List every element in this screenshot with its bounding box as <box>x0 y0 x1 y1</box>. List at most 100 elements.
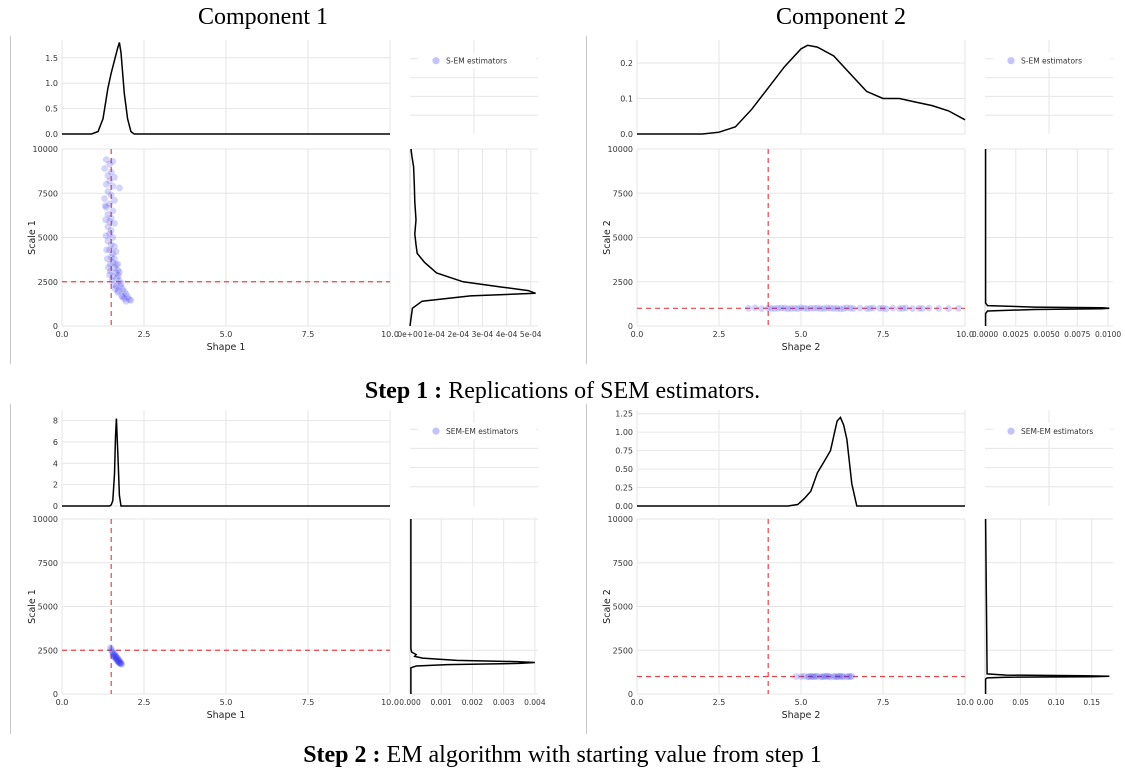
right-x-tick-label: 0.0025 <box>1003 330 1029 339</box>
legend-label: SEM-EM estimators <box>1021 427 1093 436</box>
right-x-tick-label: 0.003 <box>493 698 515 707</box>
top-y-tick-label: 2 <box>53 481 58 490</box>
right-x-tick-label: 0.10 <box>1048 698 1065 707</box>
x-tick-label: 0.0 <box>56 698 69 707</box>
data-point <box>775 305 782 312</box>
data-point <box>101 195 108 202</box>
data-point <box>102 216 109 223</box>
y-tick-label: 2500 <box>38 278 58 287</box>
legend-label: S-EM estimators <box>446 57 507 66</box>
right-x-tick-label: 0.000 <box>399 698 421 707</box>
right-x-tick-label: 1e-04 <box>423 330 445 339</box>
right-x-tick-label: 0.002 <box>462 698 484 707</box>
data-point <box>801 305 808 312</box>
x-tick-label: 0.0 <box>631 330 644 339</box>
x-tick-label: 2.5 <box>138 698 151 707</box>
data-point <box>793 673 800 680</box>
x-tick-label: 0.0 <box>631 698 644 707</box>
x-tick-label: 10.0 <box>381 698 399 707</box>
top-y-tick-label: 4 <box>53 459 58 468</box>
data-point <box>106 261 113 268</box>
data-point <box>834 305 841 312</box>
data-point <box>118 661 125 668</box>
data-point <box>758 305 765 312</box>
x-tick-label: 5.0 <box>220 330 233 339</box>
right-x-tick-label: 0e+00 <box>397 330 422 339</box>
data-point <box>101 165 108 172</box>
legend-label: SEM-EM estimators <box>446 427 518 436</box>
top-y-tick-label: 6 <box>53 438 58 447</box>
y-tick-label: 10000 <box>608 515 633 524</box>
x-axis-label: Shape 2 <box>782 710 821 721</box>
top-y-tick-label: 1.5 <box>45 54 58 63</box>
y-tick-label: 7500 <box>38 189 58 198</box>
data-point <box>840 305 847 312</box>
data-point <box>807 305 814 312</box>
y-axis-label: Scale 2 <box>602 220 613 255</box>
data-point <box>111 220 118 227</box>
top-y-tick-label: 0 <box>53 502 58 511</box>
data-point <box>745 305 752 312</box>
data-point <box>909 305 916 312</box>
right-x-tick-label: 3e-04 <box>472 330 494 339</box>
y-tick-label: 10000 <box>33 515 58 524</box>
data-point <box>880 305 887 312</box>
x-tick-label: 7.5 <box>302 698 315 707</box>
x-tick-label: 7.5 <box>302 330 315 339</box>
panel-step2-component2: 0.0 2.5 5.0 7.5 10.0025005000750010000Shape … <box>602 410 1113 721</box>
y-tick-label: 0 <box>628 322 633 331</box>
panel-step1-component2: 0.0 2.5 5.0 7.5 10.0025005000750010000Shape … <box>602 40 1121 353</box>
top-y-tick-label: 0.75 <box>615 447 633 456</box>
right-x-tick-label: 2e-04 <box>447 330 469 339</box>
top-y-tick-label: 0.00 <box>615 502 633 511</box>
x-axis-label: Shape 2 <box>782 342 821 353</box>
top-y-tick-label: 0.25 <box>615 484 633 493</box>
data-point <box>919 305 926 312</box>
right-x-tick-label: 0.05 <box>1012 698 1029 707</box>
top-y-tick-label: 1.00 <box>615 428 633 437</box>
data-point <box>103 181 110 188</box>
y-axis-label: Scale 1 <box>27 220 38 255</box>
x-tick-label: 10.0 <box>956 698 974 707</box>
x-tick-label: 2.5 <box>138 330 151 339</box>
data-point <box>794 305 801 312</box>
data-point <box>814 305 821 312</box>
data-point <box>116 269 123 276</box>
data-point <box>827 305 834 312</box>
data-point <box>102 202 109 209</box>
y-tick-label: 7500 <box>613 559 633 568</box>
top-y-tick-label: 0.5 <box>45 105 58 114</box>
y-tick-label: 7500 <box>613 189 633 198</box>
data-point <box>926 305 933 312</box>
data-point <box>822 673 829 680</box>
x-tick-label: 5.0 <box>795 698 808 707</box>
y-tick-label: 5000 <box>613 234 633 243</box>
data-point <box>768 305 775 312</box>
y-axis-label: Scale 1 <box>27 589 38 624</box>
y-tick-label: 10000 <box>608 145 633 154</box>
y-tick-label: 0 <box>53 690 58 699</box>
data-point <box>847 305 854 312</box>
right-x-tick-label: 5e-04 <box>520 330 542 339</box>
data-point <box>857 305 864 312</box>
data-point <box>955 305 962 312</box>
y-tick-label: 7500 <box>38 559 58 568</box>
top-y-tick-label: 1.25 <box>615 410 633 419</box>
legend-marker <box>1007 57 1014 64</box>
y-tick-label: 10000 <box>33 145 58 154</box>
legend-marker <box>432 428 439 435</box>
panel-step2-component1: 0.0 2.5 5.0 7.5 10.0025005000750010000Shape … <box>27 410 546 721</box>
data-point <box>113 283 120 290</box>
top-y-tick-label: 8 <box>53 417 58 426</box>
right-x-tick-label: 0.0100 <box>1095 330 1121 339</box>
data-point <box>113 248 120 255</box>
x-axis-label: Shape 1 <box>207 710 246 721</box>
data-point <box>781 305 788 312</box>
x-tick-label: 0.0 <box>56 330 69 339</box>
right-x-tick-label: 0.0075 <box>1064 330 1090 339</box>
y-tick-label: 0 <box>53 322 58 331</box>
data-point <box>109 158 116 165</box>
right-x-tick-label: 0.001 <box>430 698 452 707</box>
right-x-tick-label: 0.15 <box>1083 698 1100 707</box>
